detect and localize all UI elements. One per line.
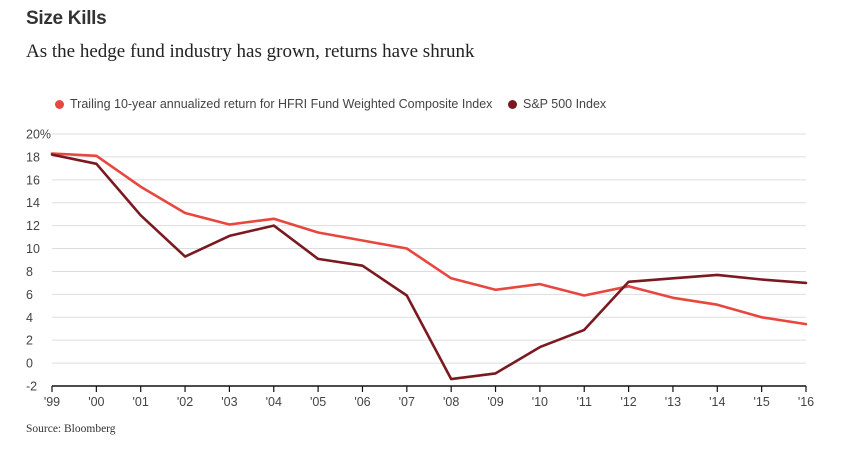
x-tick-label: '07 [399, 395, 415, 409]
y-tick-label: 4 [26, 311, 33, 325]
y-tick-label: -2 [26, 380, 37, 394]
x-tick-label: '11 [577, 395, 592, 409]
x-tick-label: '99 [44, 395, 60, 409]
legend-dot-sp500 [508, 99, 517, 109]
y-tick-label: 16 [26, 173, 40, 187]
x-tick-label: '01 [133, 395, 149, 409]
y-axis-ticks: -2 0 2 4 6 8 10 12 14 16 18 20% [26, 128, 51, 394]
x-tick-label: '08 [443, 395, 459, 409]
y-tick-label: 12 [26, 219, 40, 233]
chart-title: Size Kills [26, 8, 107, 29]
x-tick-label: '00 [88, 395, 104, 409]
y-tick-label: 18 [26, 150, 40, 164]
series-lines [50, 152, 808, 381]
series-line-hfri [50, 152, 808, 326]
x-tick-label: '12 [620, 395, 636, 409]
x-tick-label: '09 [487, 395, 503, 409]
y-tick-label: 14 [26, 196, 40, 210]
legend-item-sp500: S&P 500 Index [508, 97, 606, 111]
y-tick-label: 8 [26, 265, 33, 279]
x-tick-label: '15 [753, 395, 769, 409]
series-line-sp500 [50, 153, 808, 381]
x-tick-label: '16 [798, 395, 814, 409]
x-axis: '99 '00 '01 '02 '03 '04 '05 '06 '07 '08 '09 '10 '11 '… [44, 385, 814, 409]
x-tick-label: '10 [532, 395, 548, 409]
legend-dot-hfri [55, 99, 64, 109]
x-tick-label: '03 [221, 395, 237, 409]
x-tick-label: '02 [177, 395, 193, 409]
y-tick-label: 10 [26, 242, 40, 256]
x-tick-label: '05 [310, 395, 326, 409]
y-tick-label: 6 [26, 288, 33, 302]
source-note: Source: Bloomberg [26, 423, 116, 435]
x-tick-label: '14 [709, 395, 725, 409]
y-tick-label: 2 [26, 334, 33, 348]
y-tick-label: 20% [26, 128, 51, 142]
legend-label-sp500: S&P 500 Index [523, 97, 607, 111]
x-tick-label: '04 [266, 395, 282, 409]
y-tick-label: 0 [26, 357, 33, 371]
x-tick-label: '06 [354, 395, 370, 409]
gridlines [52, 133, 806, 364]
x-tick-label: '13 [665, 395, 681, 409]
legend-item-hfri: Trailing 10-year annualized return for H… [55, 97, 492, 111]
legend-label-hfri: Trailing 10-year annualized return for H… [70, 97, 493, 111]
chart-subtitle: As the hedge fund industry has grown, re… [26, 41, 475, 62]
